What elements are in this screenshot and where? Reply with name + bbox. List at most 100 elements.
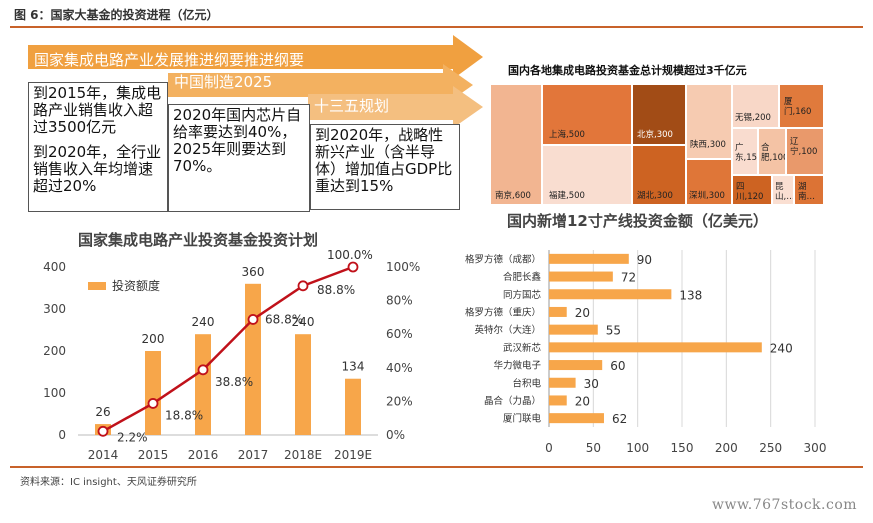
bar-2017 [245,283,261,435]
treemap-cell-shanghai: 上海,500 [542,84,632,145]
figure-title: 图 6：国家大基金的投资进程（亿元） [14,8,219,22]
y-right-tick-label: 60% [386,327,413,341]
line-point [347,261,359,273]
category-label: 合肥长鑫 [503,271,542,283]
treemap-cell-guangdong: 广东,150 [732,128,758,175]
x-tick-label: 50 [586,441,601,455]
y-right-tick-label: 0% [386,428,405,442]
legend-swatch [88,282,106,290]
bar-同方国芯 [549,289,672,300]
note-made-in-china: 2020年国内芯片自给率要达到40%，2025年则要达到70%。 [168,104,310,212]
treemap-cell-hefei: 合肥,100 [758,128,786,175]
arrow-label-made-in-china: 中国制造2025 [174,73,273,91]
y-right-tick-label: 40% [386,361,413,375]
y-left-tick-label: 300 [43,302,66,316]
treemap-cell-beijing: 北京,300 [632,84,686,145]
bar-台积电 [549,377,576,388]
treemap-cell-wuxi: 无锡,200 [732,84,779,128]
arrow-label-five-year: 十三五规划 [314,97,390,115]
x-tick-label: 2015 [138,448,169,462]
bar-value-label: 240 [192,315,215,329]
note-outline-2015: 到2015年，集成电路产业销售收入超过3500亿元 [33,84,162,136]
x-tick-label: 2014 [88,448,119,462]
bar-value-label: 90 [637,253,652,267]
investment-plan-chart: 0 100 200 300 400 0% 20% 40% 60% 80% 100% 2014 2015 2… [43,250,420,462]
arrow-shape [308,86,483,128]
hbar-chart-title: 国内新增12寸产线投资金额（亿美元） [507,212,768,230]
line-value-label: 88.8% [317,283,355,297]
category-label: 格罗方德（重庆） [465,306,541,318]
progress-line [102,265,354,433]
note-outline: 到2015年，集成电路产业销售收入超过3500亿元 到2020年，全行业销售收入… [28,82,168,212]
policy-arrow-outline: 国家集成电路产业发展推进纲要推进纲要 [28,35,483,79]
category-label: 格罗方德（成都） [465,253,541,265]
bar-2018E [295,334,311,435]
x-tick-label: 250 [759,441,782,455]
y-right-tick-label: 100% [386,260,420,274]
bar-value-label: 240 [292,315,315,329]
y-right-tick-label: 80% [386,294,413,308]
category-label: 武汉新芯 [503,342,542,354]
treemap-cell-hubei: 湖北,300 [632,145,686,205]
bar-value-label: 360 [242,265,265,279]
arrow-label-outline: 国家集成电路产业发展推进纲要推进纲要 [34,51,305,69]
treemap-cell-hunan: 湖南… [794,175,824,205]
bar-value-label: 20 [575,394,590,408]
treemap-cell-liaoning: 辽宁,100 [786,128,824,175]
bar-格罗方德（重庆） [549,306,567,317]
bar-value-label: 138 [679,288,702,302]
bar-2015 [145,351,161,435]
line-value-label: 18.8% [165,408,203,422]
y-right-tick-label: 20% [386,394,413,408]
treemap: 南京,600 上海,500 福建,500 北京,300 湖北,300 陕西,30… [490,84,824,205]
bar-晶合（力晶） [549,395,567,406]
legend-label: 投资额度 [112,278,160,293]
treemap-cell-sichuan: 四川,120 [732,175,772,205]
bar-2016 [195,334,211,435]
treemap-cell-shaanxi: 陕西,300 [686,84,732,159]
x-tick-label: 100 [626,441,649,455]
category-label: 厦门联电 [503,413,542,425]
bar-格罗方德（成都） [549,253,629,264]
x-tick-label: 0 [545,441,553,455]
treemap-title: 国内各地集成电路投资基金总计规模超过3千亿元 [508,64,747,77]
x-tick-label: 300 [804,441,827,455]
treemap-cell-fujian: 福建,500 [542,145,632,205]
bar-武汉新芯 [549,342,762,353]
line-value-label: 100.0% [327,250,373,262]
arrow-shape [28,35,483,79]
x-tick-label: 2016 [188,448,219,462]
x-tick-label: 2017 [238,448,269,462]
line-point [147,398,159,409]
category-label: 同方国芯 [503,289,542,301]
bar-value-label: 240 [770,341,793,355]
bar-华力微电子 [549,360,603,371]
note-outline-2020: 到2020年，全行业销售收入年均增速超过20% [33,143,162,195]
line-point [197,364,209,376]
watermark: www.767stock.com [712,497,858,513]
production-line-investment-chart: 0 50 100 150 200 250 300 格罗方德（成都） 90 合肥长鑫 72 同方国芯 13… [465,250,827,455]
treemap-cell-nanjing: 南京,600 [490,84,542,205]
x-tick-label: 200 [715,441,738,455]
combo-chart-title: 国家集成电路产业投资基金投资计划 [78,231,319,249]
bar-2019E [345,378,361,435]
line-point [97,425,109,437]
note-five-year: 到2020年，战略性新兴产业（含半导体）增加值占GDP比重达到15% [310,124,460,210]
bar-value-label: 62 [612,412,627,426]
top-divider [10,26,863,28]
bar-value-label: 26 [95,405,110,419]
y-left-tick-label: 200 [43,344,66,358]
treemap-cell-kunshan: 昆山,… [772,175,794,205]
bar-value-label: 30 [584,377,599,391]
y-left-tick-label: 100 [43,386,66,400]
line-value-label: 2.2% [117,430,148,444]
bar-value-label: 20 [575,306,590,320]
source-note: 资料来源：IC insight、天风证券研究所 [20,477,197,488]
bar-value-label: 72 [621,271,636,285]
x-tick-label: 2019E [334,448,372,462]
bar-value-label: 200 [142,332,165,346]
line-value-label: 68.8% [265,312,303,326]
note-five-year-text: 到2020年，战略性新兴产业（含半导体）增加值占GDP比重达到15% [315,126,453,195]
category-label: 台积电 [512,377,541,389]
category-label: 华力微电子 [493,360,541,372]
